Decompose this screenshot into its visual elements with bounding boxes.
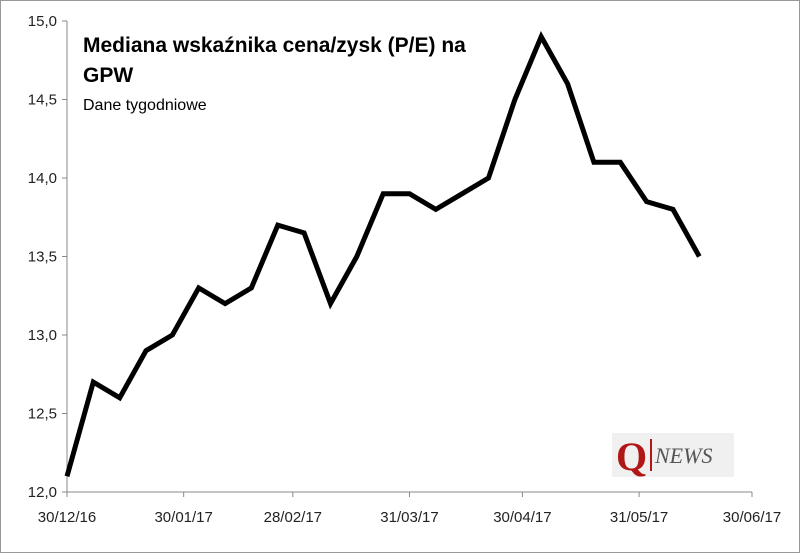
logo-letter: Q: [616, 434, 648, 479]
x-tick-label: 31/05/17: [610, 509, 668, 526]
y-tick-label: 13,5: [28, 249, 57, 266]
chart-title: Mediana wskaźnika cena/zysk (P/E) na GPW: [83, 34, 466, 87]
logo: Q NEWS: [612, 433, 734, 479]
logo-text: NEWS: [655, 443, 713, 468]
x-tick-label: 30/06/17: [723, 509, 781, 526]
x-tick-label: 31/03/17: [380, 509, 438, 526]
x-tick-label: 30/12/16: [38, 509, 96, 526]
y-tick-label: 12,0: [28, 484, 57, 501]
y-tick-label: 14,5: [28, 92, 57, 109]
y-tick-label: 14,0: [28, 170, 57, 187]
y-tick-label: 12,5: [28, 406, 57, 423]
y-tick-label: 13,0: [28, 327, 57, 344]
x-tick-label: 28/02/17: [264, 509, 322, 526]
y-tick-label: 15,0: [28, 13, 57, 30]
chart-subtitle: Dane tygodniowe: [83, 97, 207, 114]
x-tick-label: 30/04/17: [493, 509, 551, 526]
x-tick-label: 30/01/17: [154, 509, 212, 526]
line: [64, 31, 702, 477]
logo-bar: [650, 439, 652, 471]
